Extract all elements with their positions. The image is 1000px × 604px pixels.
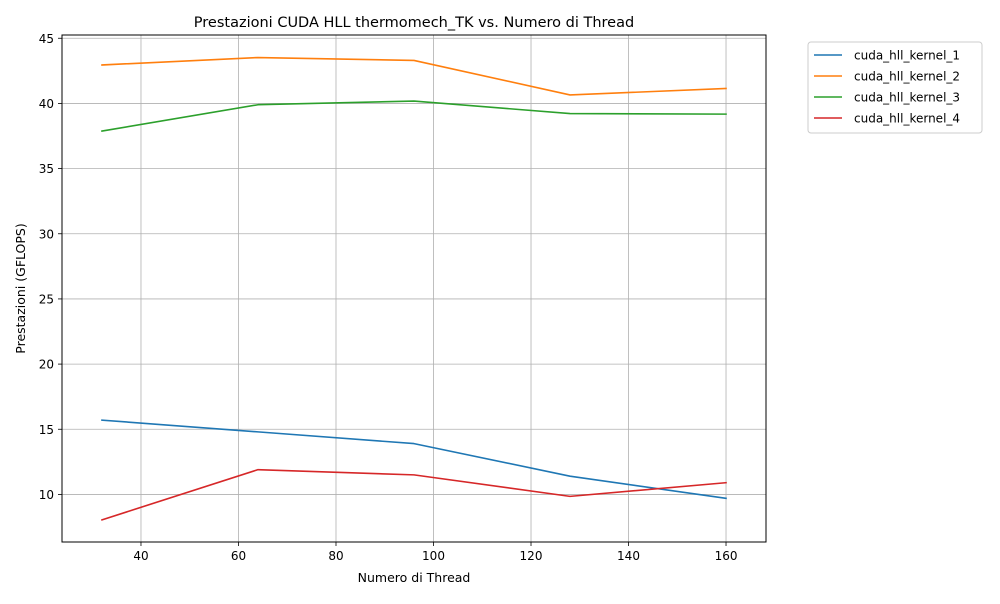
y-tick-label: 35 (39, 162, 54, 176)
x-tick-label: 120 (520, 549, 543, 563)
axis-ticks: 40 60 80 100 120 140 160 10 15 20 25 30 35 40 45 (39, 32, 738, 563)
legend-frame (807, 41, 983, 134)
series-line-cuda_hll_kernel_2 (101, 56, 727, 96)
series-line-cuda_hll_kernel_1 (101, 419, 727, 500)
x-tick-label: 40 (133, 549, 148, 563)
series-lines (100, 56, 727, 521)
y-tick-label: 45 (39, 32, 54, 46)
y-axis-label: Prestazioni (GFLOPS) (13, 223, 28, 353)
y-tick-label: 10 (39, 488, 54, 502)
x-tick-label: 100 (422, 549, 445, 563)
y-tick-label: 20 (39, 358, 54, 372)
x-tick-label: 60 (231, 549, 246, 563)
legend: cuda_hll_kernel_1 cuda_hll_kernel_2 cuda_h… (807, 41, 983, 134)
y-tick-label: 30 (39, 227, 54, 241)
chart-title: Prestazioni CUDA HLL thermomech_TK vs. N… (194, 15, 634, 31)
series-line-cuda_hll_kernel_3 (101, 100, 727, 132)
x-axis-label: Numero di Thread (358, 570, 471, 585)
legend-label: cuda_hll_kernel_1 (854, 49, 960, 63)
legend-label: cuda_hll_kernel_4 (854, 112, 960, 126)
y-tick-label: 40 (39, 97, 54, 111)
x-tick-label: 80 (328, 549, 343, 563)
series-line-cuda_hll_kernel_4 (100, 468, 727, 521)
x-tick-label: 160 (715, 549, 738, 563)
legend-items: cuda_hll_kernel_1 cuda_hll_kernel_2 cuda_h… (814, 49, 960, 126)
plot-area-frame (61, 34, 767, 543)
legend-label: cuda_hll_kernel_3 (854, 91, 960, 105)
y-tick-label: 25 (39, 292, 54, 306)
legend-label: cuda_hll_kernel_2 (854, 70, 960, 84)
y-tick-label: 15 (39, 423, 54, 437)
x-tick-label: 140 (617, 549, 640, 563)
